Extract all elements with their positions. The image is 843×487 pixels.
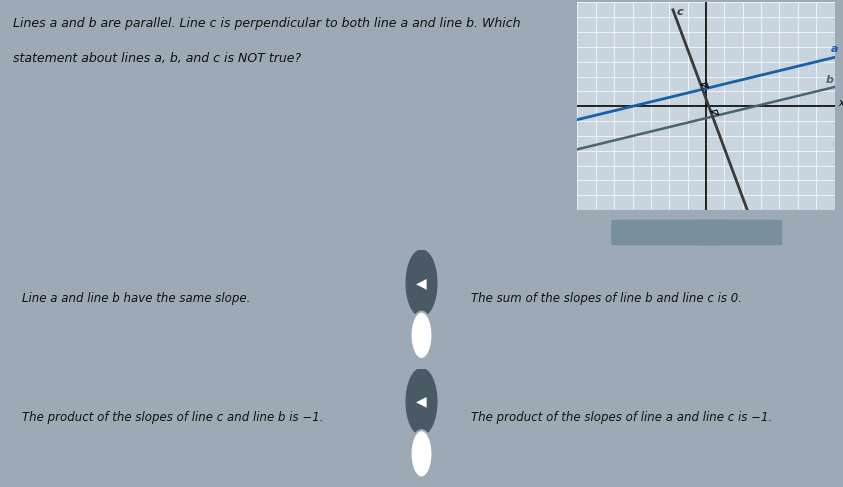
Text: c: c bbox=[677, 7, 684, 18]
Text: ◀: ◀ bbox=[416, 276, 427, 290]
Text: b: b bbox=[825, 75, 834, 85]
Text: ◀: ◀ bbox=[416, 394, 427, 409]
Circle shape bbox=[406, 369, 437, 435]
Text: a: a bbox=[831, 44, 839, 54]
Text: The product of the slopes of line c and line b is −1.: The product of the slopes of line c and … bbox=[22, 411, 324, 424]
Circle shape bbox=[411, 312, 432, 359]
Circle shape bbox=[411, 430, 432, 478]
Text: CHK: CHK bbox=[728, 227, 752, 238]
Text: x: x bbox=[838, 98, 843, 108]
Text: The product of the slopes of line a and line c is −1.: The product of the slopes of line a and … bbox=[471, 411, 772, 424]
FancyBboxPatch shape bbox=[611, 220, 725, 245]
Text: Line a and line b have the same slope.: Line a and line b have the same slope. bbox=[22, 292, 250, 305]
Text: statement about lines a, b, and c is NOT true?: statement about lines a, b, and c is NOT… bbox=[13, 52, 301, 65]
FancyBboxPatch shape bbox=[698, 220, 782, 245]
Text: Lines a and b are parallel. Line c is perpendicular to both line a and line b. W: Lines a and b are parallel. Line c is pe… bbox=[13, 17, 520, 30]
Text: CLEAR: CLEAR bbox=[649, 227, 687, 238]
Circle shape bbox=[406, 250, 437, 317]
Circle shape bbox=[0, 0, 34, 487]
Text: The sum of the slopes of line b and line c is 0.: The sum of the slopes of line b and line… bbox=[471, 292, 742, 305]
